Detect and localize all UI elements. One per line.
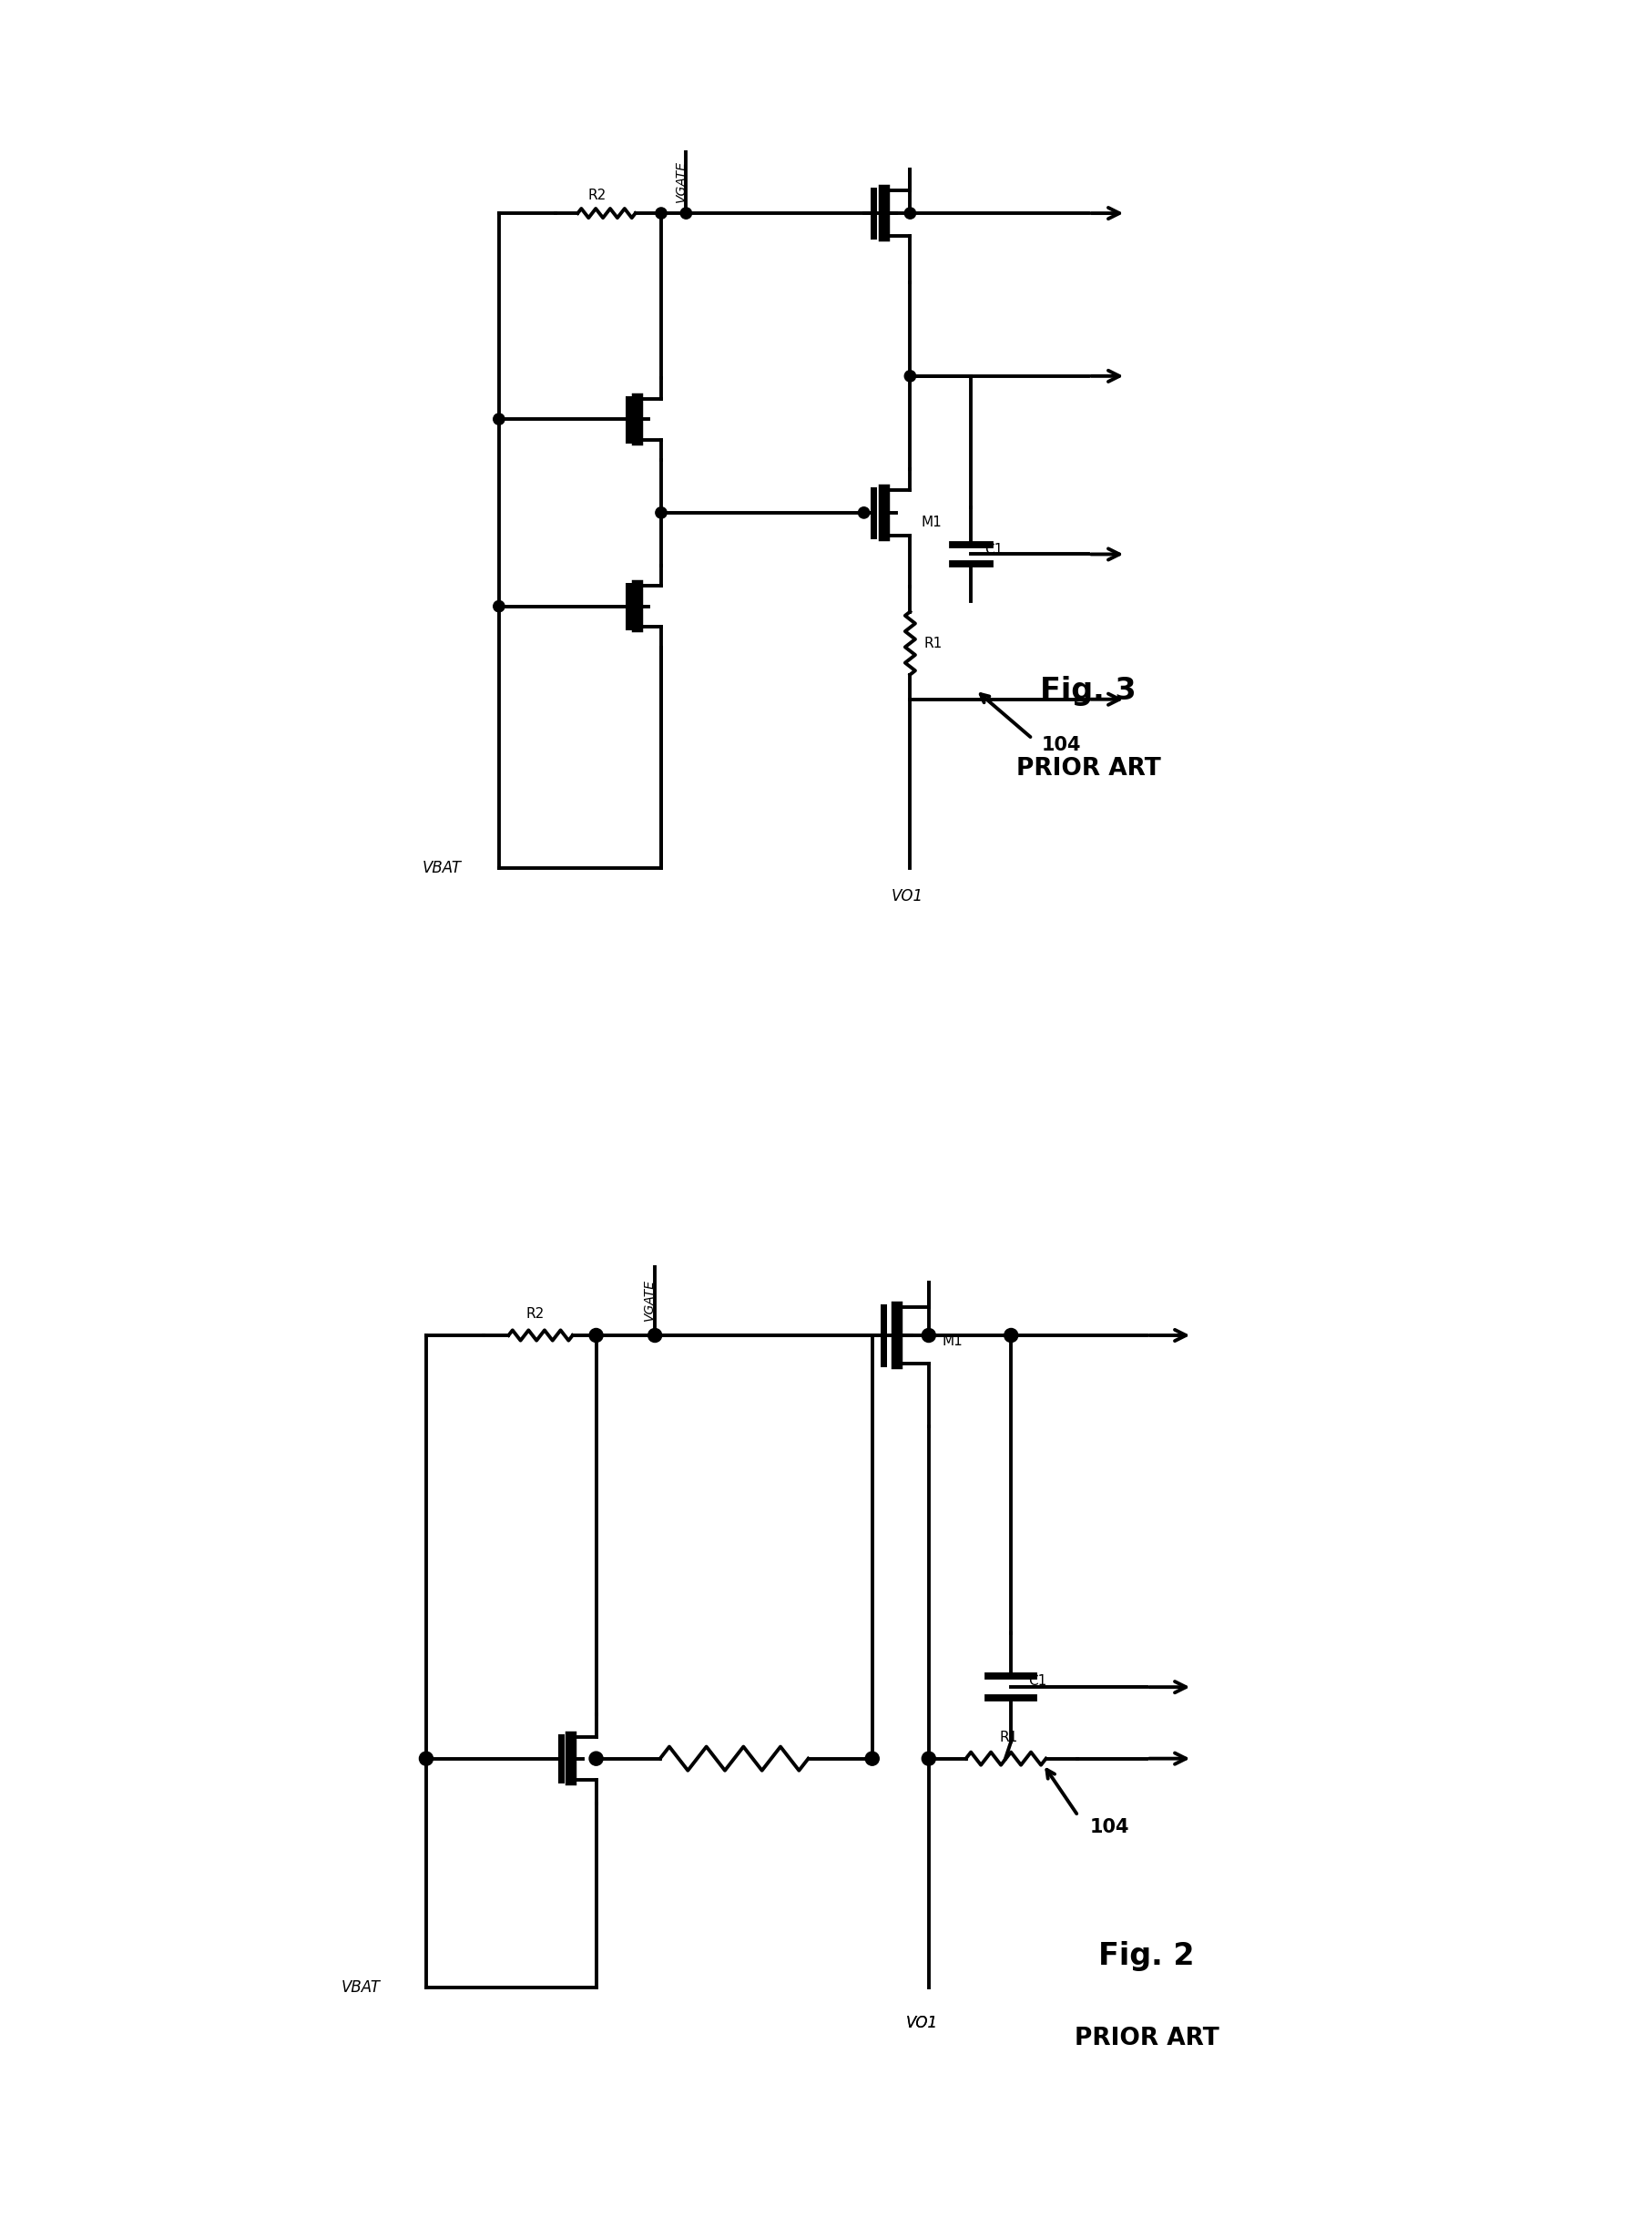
Circle shape (866, 1752, 879, 1766)
Text: M1: M1 (942, 1334, 963, 1347)
Text: M1: M1 (920, 515, 942, 528)
Circle shape (420, 1752, 433, 1766)
Circle shape (656, 508, 666, 519)
Text: R1: R1 (999, 1730, 1018, 1743)
Circle shape (1004, 1329, 1018, 1343)
Circle shape (648, 1329, 661, 1343)
Text: VO1: VO1 (905, 2014, 937, 2032)
Circle shape (681, 208, 691, 219)
Text: R1: R1 (923, 636, 942, 649)
Circle shape (922, 1752, 935, 1766)
Text: VGATE: VGATE (674, 161, 687, 201)
Circle shape (857, 508, 869, 519)
Text: VBAT: VBAT (340, 1978, 380, 1996)
Text: 104: 104 (1041, 736, 1080, 754)
Circle shape (492, 414, 504, 425)
Text: VO1: VO1 (905, 2014, 937, 2032)
Text: PRIOR ART: PRIOR ART (1074, 2025, 1218, 2050)
Circle shape (922, 1329, 935, 1343)
Circle shape (904, 208, 915, 219)
Text: VO1: VO1 (890, 888, 923, 904)
Circle shape (588, 1329, 603, 1343)
Text: C1: C1 (1028, 1674, 1046, 1687)
Text: C1: C1 (985, 542, 1003, 557)
Text: R2: R2 (588, 188, 606, 201)
Text: Fig. 3: Fig. 3 (1039, 676, 1137, 707)
Text: PRIOR ART: PRIOR ART (1016, 756, 1160, 781)
Text: VBAT: VBAT (423, 859, 461, 877)
Circle shape (588, 1752, 603, 1766)
Circle shape (492, 600, 504, 611)
Circle shape (656, 208, 666, 219)
Text: VGATE: VGATE (643, 1278, 656, 1320)
Circle shape (904, 372, 915, 383)
Text: Fig. 2: Fig. 2 (1099, 1940, 1194, 1972)
Text: 104: 104 (1089, 1817, 1128, 1837)
Text: R2: R2 (525, 1307, 544, 1320)
